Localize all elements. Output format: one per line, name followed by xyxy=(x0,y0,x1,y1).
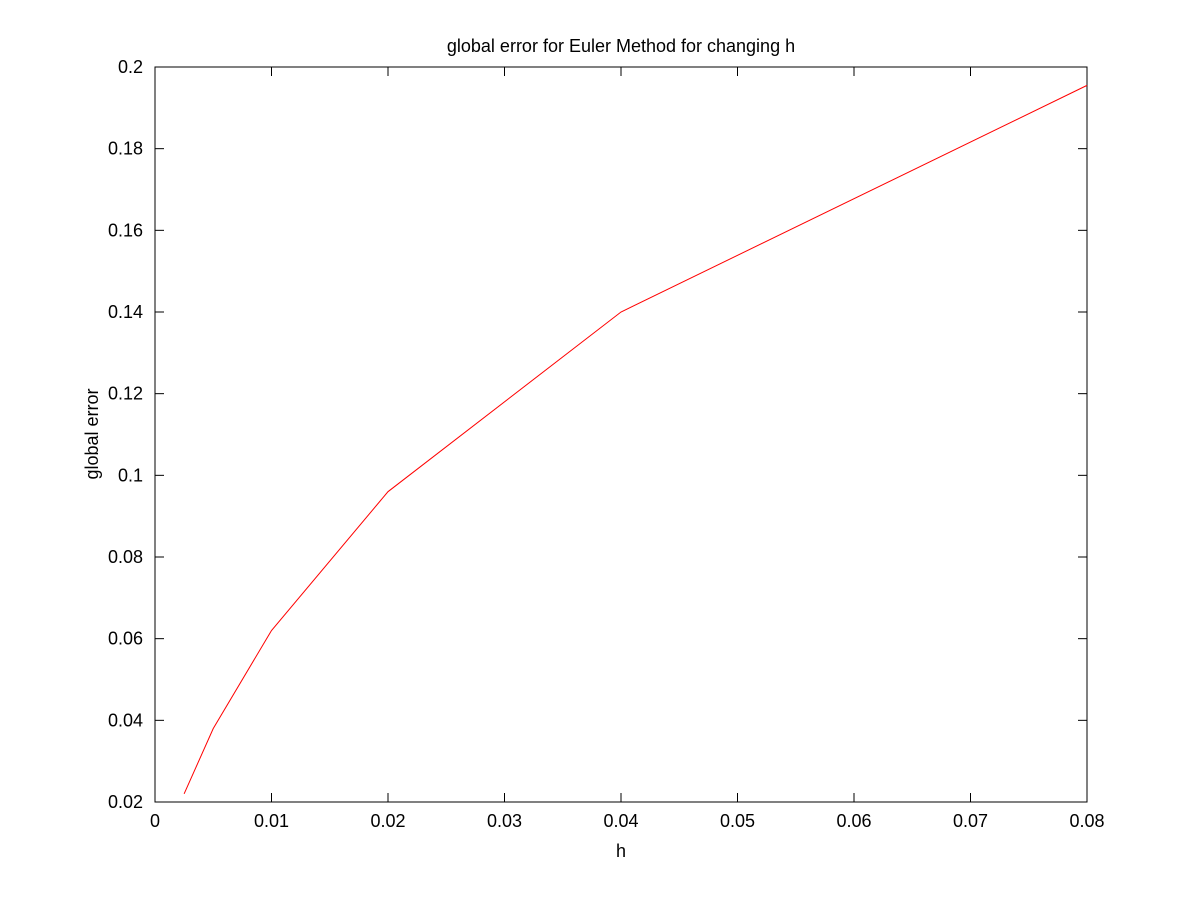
y-tick-label: 0.1 xyxy=(118,465,143,485)
y-axis-ticks: 0.02 0.04 0.06 0.08 0.1 0.12 0.14 0.16 0.18 0.2 xyxy=(108,57,1087,812)
x-tick-label: 0.06 xyxy=(836,811,871,831)
x-tick-label: 0.03 xyxy=(487,811,522,831)
y-tick-label: 0.04 xyxy=(108,710,143,730)
y-tick-label: 0.06 xyxy=(108,629,143,649)
x-axis-label: h xyxy=(616,841,626,861)
y-tick-label: 0.02 xyxy=(108,792,143,812)
x-axis-ticks: 0 0.01 0.02 0.03 0.04 0.05 0.06 0.07 0.08 xyxy=(150,67,1105,831)
chart-title: global error for Euler Method for changi… xyxy=(447,36,795,56)
x-tick-label: 0.07 xyxy=(953,811,988,831)
x-tick-label: 0.02 xyxy=(370,811,405,831)
y-tick-label: 0.18 xyxy=(108,139,143,159)
y-tick-label: 0.12 xyxy=(108,384,143,404)
x-tick-label: 0.08 xyxy=(1069,811,1104,831)
x-tick-label: 0.04 xyxy=(603,811,638,831)
y-tick-label: 0.08 xyxy=(108,547,143,567)
y-tick-label: 0.2 xyxy=(118,57,143,77)
series-line xyxy=(183,84,1088,795)
y-tick-label: 0.16 xyxy=(108,220,143,240)
y-axis-label: global error xyxy=(82,388,102,479)
y-tick-label: 0.14 xyxy=(108,302,143,322)
plot-area xyxy=(154,66,1088,803)
series-layer xyxy=(183,84,1088,795)
x-tick-label: 0.01 xyxy=(254,811,289,831)
x-tick-label: 0 xyxy=(150,811,160,831)
x-tick-label: 0.05 xyxy=(720,811,755,831)
